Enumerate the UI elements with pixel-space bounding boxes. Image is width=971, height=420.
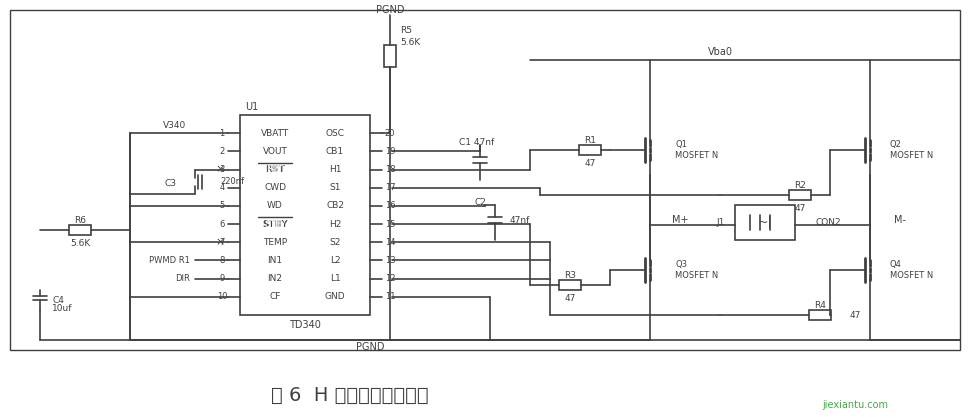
- Text: Vba0: Vba0: [708, 47, 732, 57]
- Text: STBY: STBY: [262, 220, 287, 228]
- Bar: [69, 225, 91, 235]
- Text: U1: U1: [245, 102, 258, 112]
- Text: L2: L2: [330, 256, 340, 265]
- Text: 47: 47: [564, 294, 576, 302]
- Text: 17: 17: [385, 183, 395, 192]
- Text: 1: 1: [219, 129, 224, 138]
- Text: Q4
MOSFET N: Q4 MOSFET N: [890, 260, 933, 280]
- Text: RST: RST: [265, 165, 285, 174]
- Text: R3: R3: [564, 270, 576, 279]
- Text: Q1
MOSFET N: Q1 MOSFET N: [675, 140, 719, 160]
- Text: 47nf: 47nf: [510, 215, 530, 225]
- Text: C1 47nf: C1 47nf: [459, 137, 494, 147]
- Text: C3: C3: [164, 179, 176, 188]
- Bar: [10, 10, 960, 350]
- Text: H1: H1: [329, 165, 341, 174]
- Text: H2: H2: [329, 220, 341, 228]
- Text: 3: 3: [219, 165, 224, 174]
- Bar: [240, 115, 370, 315]
- Bar: [809, 310, 831, 320]
- Text: C4: C4: [52, 296, 64, 304]
- Text: 47: 47: [794, 204, 806, 213]
- Text: 7: 7: [219, 238, 224, 247]
- Text: 5.6K: 5.6K: [70, 239, 90, 247]
- Text: ×: ×: [216, 165, 224, 175]
- Text: 16: 16: [385, 202, 395, 210]
- Text: STBY: STBY: [264, 220, 286, 228]
- Text: 4: 4: [219, 183, 224, 192]
- Text: J1: J1: [717, 218, 725, 226]
- Text: 6: 6: [219, 220, 224, 228]
- Text: 图 6  H 桥电机驱动电路图: 图 6 H 桥电机驱动电路图: [271, 386, 429, 404]
- Text: VOUT: VOUT: [262, 147, 287, 156]
- Text: DIR: DIR: [175, 274, 190, 283]
- Text: M-: M-: [894, 215, 906, 225]
- Text: PGND: PGND: [376, 5, 404, 15]
- Text: 5.6K: 5.6K: [400, 37, 420, 47]
- Text: CWD: CWD: [264, 183, 286, 192]
- Text: 47: 47: [850, 310, 861, 320]
- Bar: [735, 205, 795, 240]
- Text: CB1: CB1: [326, 147, 344, 156]
- Text: C2: C2: [474, 197, 486, 207]
- Text: ×: ×: [216, 237, 224, 247]
- Text: 10uf: 10uf: [52, 304, 73, 312]
- Text: R6: R6: [74, 215, 86, 225]
- Text: RST: RST: [266, 165, 284, 174]
- Text: R1: R1: [584, 136, 596, 144]
- Bar: [789, 190, 811, 200]
- Text: 19: 19: [385, 147, 395, 156]
- Text: R4: R4: [814, 300, 826, 310]
- Text: IN2: IN2: [267, 274, 283, 283]
- Text: VBATT: VBATT: [261, 129, 289, 138]
- Text: 220nf: 220nf: [220, 177, 244, 186]
- Text: 11: 11: [385, 292, 395, 301]
- Text: CF: CF: [269, 292, 281, 301]
- Text: 47: 47: [585, 158, 595, 168]
- Text: TEMP: TEMP: [263, 238, 287, 247]
- Text: Q3
MOSFET N: Q3 MOSFET N: [675, 260, 719, 280]
- Text: 12: 12: [385, 274, 395, 283]
- Text: 14: 14: [385, 238, 395, 247]
- Text: 18: 18: [385, 165, 395, 174]
- Text: L1: L1: [329, 274, 341, 283]
- Text: ~|: ~|: [757, 215, 772, 228]
- Text: IN1: IN1: [267, 256, 283, 265]
- Text: S2: S2: [329, 238, 341, 247]
- Text: S1: S1: [329, 183, 341, 192]
- Text: 15: 15: [385, 220, 395, 228]
- Bar: [579, 145, 601, 155]
- Text: OSC: OSC: [325, 129, 345, 138]
- Text: TD340: TD340: [289, 320, 321, 330]
- Text: GND: GND: [324, 292, 346, 301]
- Bar: [559, 280, 581, 290]
- Text: 5: 5: [219, 202, 224, 210]
- Text: PGND: PGND: [355, 342, 385, 352]
- Text: M+: M+: [672, 215, 688, 225]
- Text: 13: 13: [385, 256, 395, 265]
- Text: CON2: CON2: [815, 218, 841, 226]
- Text: R2: R2: [794, 181, 806, 189]
- Text: V340: V340: [163, 121, 186, 130]
- Text: 2: 2: [219, 147, 224, 156]
- Text: Q2
MOSFET N: Q2 MOSFET N: [890, 140, 933, 160]
- Text: R5: R5: [400, 26, 412, 34]
- Text: WD: WD: [267, 202, 283, 210]
- Text: 10: 10: [217, 292, 227, 301]
- Text: PWMD R1: PWMD R1: [150, 256, 190, 265]
- Text: CB2: CB2: [326, 202, 344, 210]
- Text: 8: 8: [219, 256, 224, 265]
- Bar: [384, 45, 396, 67]
- Text: jiexiantu.com: jiexiantu.com: [822, 400, 888, 410]
- Text: 9: 9: [219, 274, 224, 283]
- Text: 20: 20: [385, 129, 395, 138]
